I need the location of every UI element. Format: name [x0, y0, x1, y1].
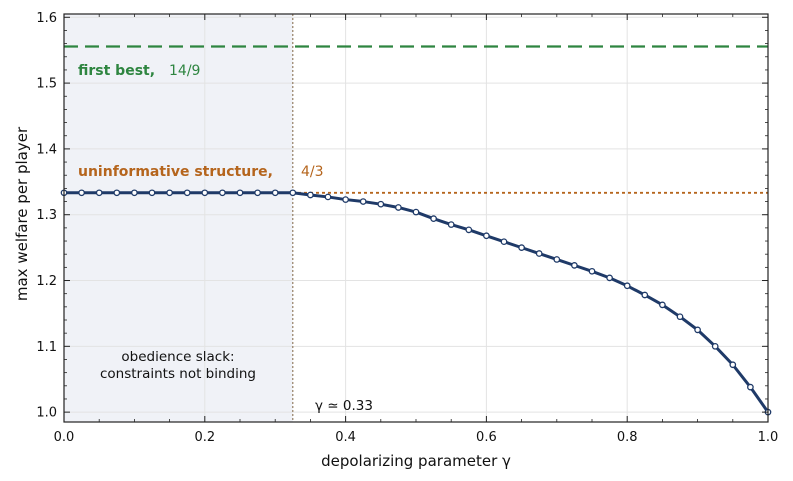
welfare-data-point: [166, 189, 173, 197]
shaded-region-rect: [64, 14, 293, 422]
welfare-data-point: [500, 238, 508, 246]
welfare-data-point: [729, 361, 737, 369]
welfare-data-point: [377, 200, 385, 208]
welfare-data-point: [201, 189, 209, 197]
welfare-data-point: [465, 226, 473, 234]
first-best-value: 14/9: [169, 63, 200, 79]
x-tick-label: 0.0: [54, 430, 75, 445]
shaded-region: [64, 14, 293, 422]
uninformative-value: 4/3: [301, 164, 324, 180]
shaded-region-note-line1: obedience slack:: [121, 349, 234, 365]
x-tick-label: 1.0: [758, 430, 779, 445]
first-best-label: first best,: [78, 63, 155, 79]
welfare-data-point: [359, 198, 367, 205]
y-tick-label: 1.3: [36, 208, 57, 223]
welfare-data-point: [395, 204, 402, 211]
welfare-data-point: [535, 250, 543, 257]
welfare-data-point: [606, 274, 613, 282]
welfare-data-point: [694, 326, 701, 334]
welfare-data-point: [553, 256, 561, 263]
threshold-label: γ ≃ 0.33: [315, 398, 373, 414]
shaded-region-note-line2: constraints not binding: [100, 366, 256, 382]
grid: [63, 14, 769, 422]
welfare-data-point: [271, 189, 279, 197]
welfare-data-point: [342, 196, 349, 203]
y-tick-label: 1.0: [36, 406, 57, 421]
welfare-data-point: [412, 208, 420, 216]
x-tick-label: 0.6: [476, 430, 497, 445]
y-tick-label: 1.1: [36, 340, 57, 355]
welfare-data-point: [148, 189, 156, 197]
welfare-data-point: [623, 282, 631, 290]
welfare-data-point: [183, 189, 191, 197]
y-tick-label: 1.4: [36, 142, 57, 157]
welfare-data-point: [254, 189, 261, 197]
welfare-data-point: [659, 301, 666, 309]
y-tick-label: 1.6: [36, 11, 57, 26]
x-tick-label: 0.4: [335, 430, 356, 445]
welfare-data-point: [219, 189, 226, 197]
x-axis-label: depolarizing parameter γ: [321, 452, 511, 470]
x-tick-label: 0.2: [194, 430, 215, 445]
welfare-data-point: [447, 221, 455, 228]
welfare-data-point: [78, 189, 85, 197]
welfare-data-point: [676, 313, 684, 321]
welfare-data-point: [483, 232, 490, 240]
welfare-data-point: [307, 191, 314, 199]
welfare-data-point: [588, 267, 596, 275]
reference-lines: [64, 45, 768, 194]
welfare-data-point: [324, 193, 332, 201]
x-tick-label: 0.8: [617, 430, 638, 445]
ticks: 0.0 0.2 0.4 0.6 0.8 1.0 1.0 1.1 1.2 1.3 1.4 1.5 1.6: [36, 11, 778, 445]
y-tick-label: 1.2: [36, 274, 57, 289]
uninformative-label: uninformative structure,: [78, 164, 273, 180]
welfare-data-point: [236, 189, 244, 197]
welfare-data-point: [430, 215, 437, 223]
welfare-data-point: [131, 189, 138, 197]
welfare-data-point: [95, 189, 103, 197]
welfare-data-point: [289, 189, 297, 197]
y-axis-label: max welfare per player: [13, 126, 31, 301]
series: [60, 189, 772, 416]
welfare-data-point: [113, 189, 121, 197]
y-tick-label: 1.5: [36, 77, 57, 92]
welfare-data-point: [711, 342, 719, 350]
welfare-data-point: [747, 383, 754, 391]
welfare-data-point: [641, 291, 649, 299]
welfare-data-point: [571, 262, 578, 269]
welfare-data-point: [518, 244, 525, 251]
